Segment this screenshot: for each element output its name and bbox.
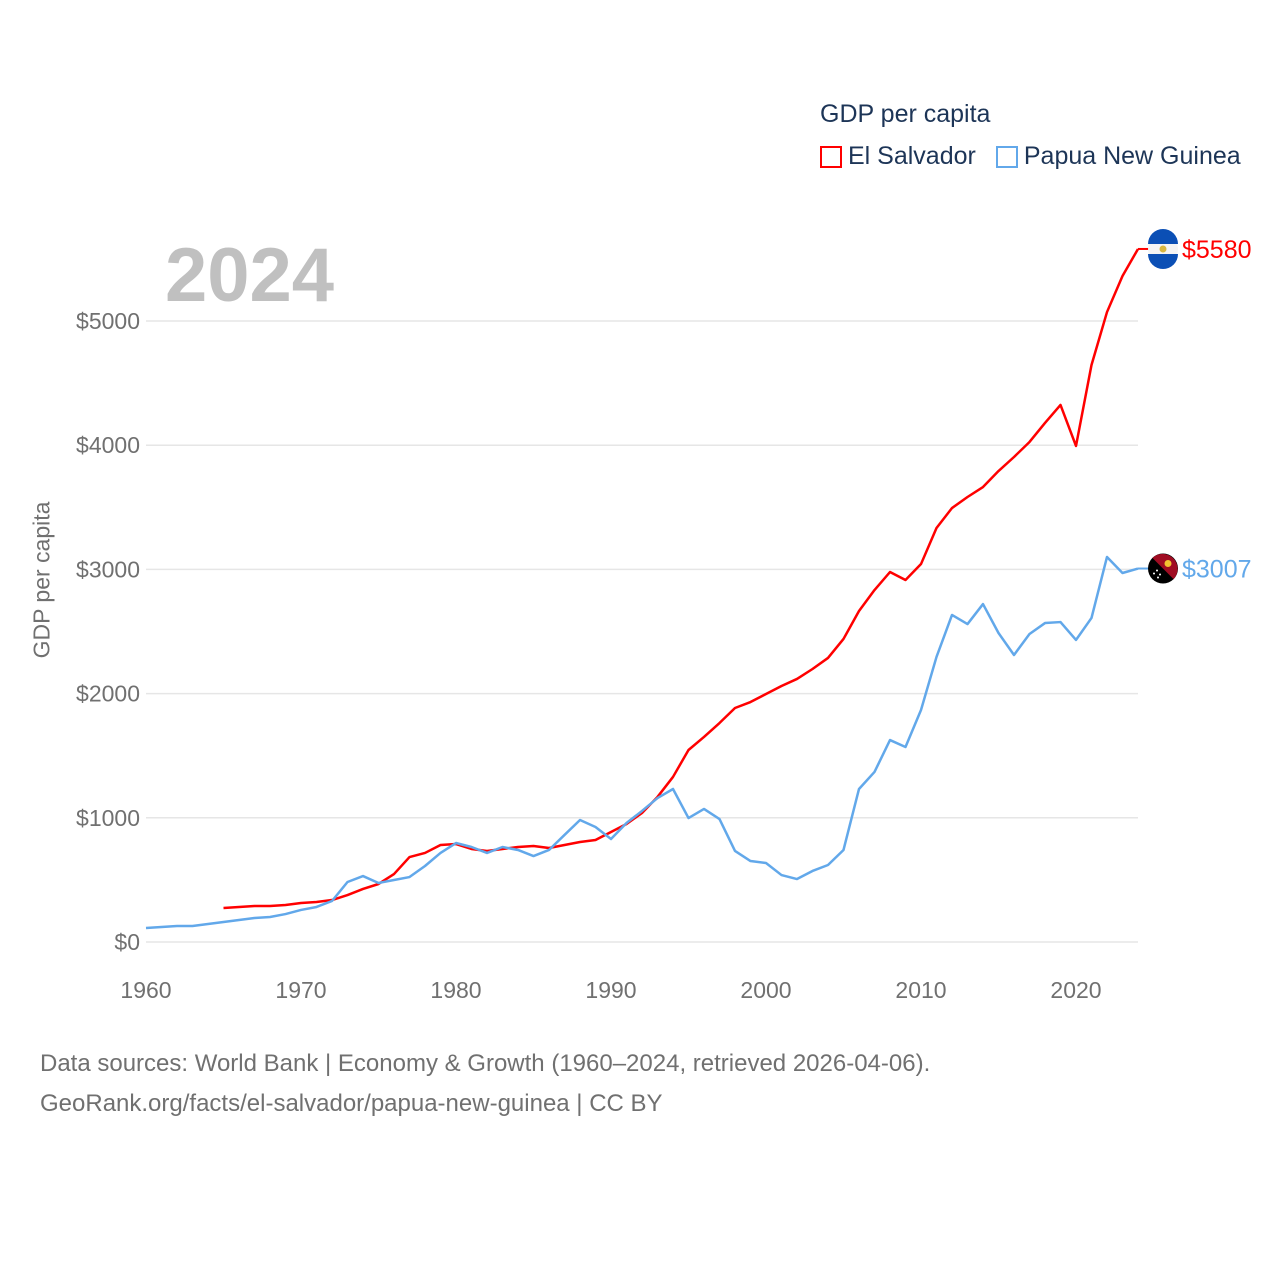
- end-value-label: $3007: [1182, 556, 1252, 584]
- x-tick-label: 1980: [430, 977, 481, 1003]
- y-tick-label: $1000: [76, 805, 140, 831]
- y-tick-label: $3000: [76, 556, 140, 582]
- legend-label: El Salvador: [848, 142, 976, 170]
- footer: Data sources: World Bank | Economy & Gro…: [40, 1044, 930, 1124]
- x-tick-label: 2000: [740, 977, 791, 1003]
- source-link[interactable]: GeoRank.org/facts/el-salvador/papua-new-…: [40, 1090, 663, 1117]
- y-tick-label: $4000: [76, 432, 140, 458]
- x-tick-label: 2020: [1050, 977, 1101, 1003]
- y-tick-label: $2000: [76, 681, 140, 707]
- data-sources: Data sources: World Bank | Economy & Gro…: [40, 1050, 931, 1077]
- el-salvador-flag-icon: [1148, 228, 1178, 269]
- legend-title: GDP per capita: [820, 100, 991, 128]
- y-tick-label: $0: [114, 929, 140, 955]
- end-value-label: $5580: [1182, 236, 1252, 264]
- x-tick-label: 2010: [895, 977, 946, 1003]
- legend: El Salvador Papua New Guinea: [820, 142, 1241, 171]
- x-tick-label: 1960: [120, 977, 171, 1003]
- y-axis-label: GDP per capita: [28, 501, 55, 659]
- legend-item-papua-new-guinea[interactable]: Papua New Guinea: [995, 142, 1241, 171]
- legend-swatch: [820, 145, 842, 168]
- year-label: 2024: [165, 233, 335, 318]
- series-line-el-salvador: [223, 248, 1140, 910]
- x-tick-label: 1970: [275, 977, 326, 1003]
- y-tick-label: $5000: [76, 308, 140, 334]
- legend-item-el-salvador[interactable]: El Salvador: [820, 142, 976, 171]
- papua-new-guinea-flag-icon: [1148, 553, 1178, 584]
- x-tick-label: 1990: [585, 977, 636, 1003]
- legend-swatch: [995, 145, 1018, 168]
- legend-label: Papua New Guinea: [1023, 142, 1241, 170]
- series-line-papua-new-guinea: [145, 555, 1139, 930]
